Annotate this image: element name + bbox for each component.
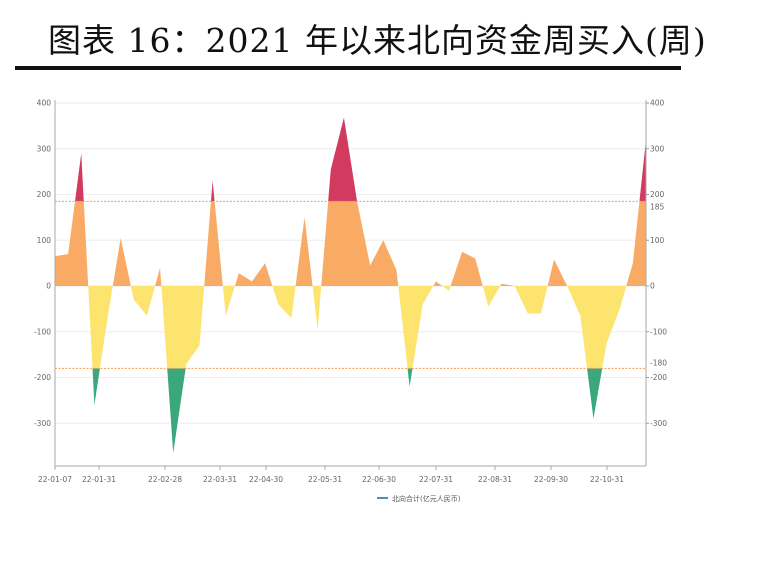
area-band-1: [55, 201, 646, 286]
y-tick-left: -200: [34, 373, 51, 382]
x-tick-label: 22-03-31: [203, 475, 237, 484]
y-tick-left: 300: [37, 144, 52, 153]
legend-label: 北向合计(亿元人民币): [392, 494, 461, 503]
y-tick-left: 0: [46, 282, 51, 291]
y-tick-left: -300: [34, 419, 51, 428]
threshold-label: 185: [650, 202, 665, 211]
area-band-2: [55, 286, 646, 369]
y-tick-right: -300: [650, 419, 667, 428]
y-tick-right: -200: [650, 373, 667, 382]
chart-title: 图表 16：2021 年以来北向资金周买入(周): [48, 21, 707, 60]
y-tick-right: 300: [650, 144, 665, 153]
x-tick-label: 22-08-31: [478, 475, 512, 484]
x-tick-label: 22-10-31: [590, 475, 624, 484]
y-tick-right: -100: [650, 327, 667, 336]
x-tick-label: 22-05-31: [308, 475, 342, 484]
y-tick-left: 200: [37, 190, 52, 199]
x-tick-label: 22-02-28: [148, 475, 182, 484]
y-tick-left: 100: [37, 236, 52, 245]
x-tick-label: 22-01-31: [82, 475, 116, 484]
threshold-label: -180: [650, 358, 667, 367]
y-tick-right: 100: [650, 236, 665, 245]
y-tick-left: -100: [34, 327, 51, 336]
y-tick-right: 0: [650, 282, 655, 291]
x-tick-label: 22-04-30: [249, 475, 283, 484]
x-tick-label: 22-09-30: [534, 475, 568, 484]
y-tick-right: 400: [650, 99, 665, 108]
x-tick-label: 22-01-07: [38, 475, 72, 484]
y-tick-right: 200: [650, 190, 665, 199]
x-tick-label: 22-06-30: [362, 475, 396, 484]
title-underline: [15, 66, 681, 70]
x-tick-label: 22-07-31: [419, 475, 453, 484]
y-tick-left: 400: [37, 99, 52, 108]
